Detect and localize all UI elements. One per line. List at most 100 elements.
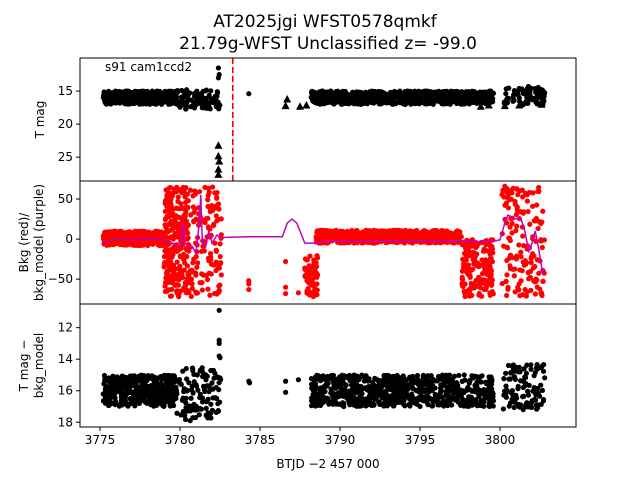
data-point xyxy=(520,90,527,96)
data-point xyxy=(464,269,470,275)
data-point xyxy=(153,402,160,408)
data-point xyxy=(107,229,114,235)
data-point xyxy=(468,243,474,249)
data-point xyxy=(141,230,147,236)
data-point xyxy=(319,231,325,237)
upper-limit-marker xyxy=(484,100,493,109)
data-point xyxy=(456,372,462,379)
data-point xyxy=(213,103,219,110)
data-point xyxy=(184,263,190,269)
data-point xyxy=(512,393,519,399)
data-point xyxy=(246,281,252,287)
data-point xyxy=(215,216,221,223)
data-point xyxy=(511,404,517,411)
data-point xyxy=(136,373,143,379)
data-point xyxy=(330,391,337,397)
data-point xyxy=(524,362,530,368)
data-point xyxy=(203,272,210,278)
data-point xyxy=(205,286,211,292)
y-tick-label: 16 xyxy=(58,384,73,398)
data-point xyxy=(390,93,396,99)
data-point xyxy=(189,285,196,292)
data-point xyxy=(455,399,461,405)
data-point xyxy=(217,399,223,405)
data-point xyxy=(177,263,183,269)
data-point xyxy=(536,184,542,191)
upper-limit-marker xyxy=(537,100,546,108)
data-point xyxy=(178,201,184,207)
upper-limit-marker xyxy=(302,100,311,109)
data-point xyxy=(525,209,531,215)
data-point xyxy=(216,340,222,347)
data-point xyxy=(509,396,515,403)
data-point xyxy=(142,98,148,104)
data-point xyxy=(503,86,509,92)
data-point xyxy=(195,387,201,393)
data-point xyxy=(204,105,211,111)
upper-limit-marker xyxy=(283,95,292,103)
data-point xyxy=(202,88,209,94)
data-point xyxy=(150,383,157,389)
bkg-model-line xyxy=(103,194,544,276)
data-point xyxy=(534,277,540,283)
data-point xyxy=(479,293,485,299)
data-point xyxy=(423,97,429,103)
data-point xyxy=(210,222,217,229)
data-point xyxy=(304,257,310,263)
data-point xyxy=(125,402,131,408)
data-point xyxy=(212,370,218,376)
data-point xyxy=(356,376,362,383)
data-point xyxy=(199,287,206,293)
data-point xyxy=(363,373,369,379)
data-point xyxy=(513,211,519,218)
data-point xyxy=(217,261,223,267)
data-point xyxy=(309,269,315,275)
data-point xyxy=(213,248,219,254)
data-point xyxy=(465,385,471,391)
data-point xyxy=(128,97,134,103)
data-point xyxy=(161,403,167,409)
data-point xyxy=(479,391,485,397)
data-point xyxy=(506,235,512,241)
data-point xyxy=(202,388,208,395)
data-point xyxy=(188,293,194,300)
data-point xyxy=(370,402,376,408)
data-point xyxy=(542,375,548,381)
data-point xyxy=(118,381,124,388)
data-point xyxy=(486,266,492,272)
data-point xyxy=(414,372,421,379)
data-point xyxy=(158,391,164,398)
data-point xyxy=(534,361,540,368)
data-point xyxy=(283,258,289,265)
data-point xyxy=(328,386,334,392)
data-point xyxy=(134,92,140,98)
data-point xyxy=(185,222,191,228)
data-point xyxy=(132,403,138,409)
data-point xyxy=(332,228,339,234)
data-point xyxy=(392,397,398,403)
data-point xyxy=(512,289,518,295)
data-point xyxy=(101,372,108,379)
data-point xyxy=(517,267,523,273)
data-point xyxy=(330,100,336,106)
data-point xyxy=(304,267,310,273)
data-point xyxy=(516,404,523,410)
data-point xyxy=(185,198,191,204)
data-point xyxy=(169,389,175,395)
panel-3-frame xyxy=(79,303,577,428)
y-axis-label: Bkg (red)/ xyxy=(17,212,31,273)
data-point xyxy=(357,89,364,96)
data-point xyxy=(208,95,214,102)
data-point xyxy=(174,391,180,397)
data-point xyxy=(295,377,301,383)
data-point xyxy=(328,90,334,96)
data-point xyxy=(379,388,385,394)
data-point xyxy=(536,93,542,99)
data-point xyxy=(186,289,192,296)
data-point xyxy=(172,378,178,385)
data-point xyxy=(173,282,179,288)
data-point xyxy=(176,206,182,212)
data-point xyxy=(520,384,526,391)
data-point xyxy=(500,406,506,412)
data-point xyxy=(208,401,214,407)
